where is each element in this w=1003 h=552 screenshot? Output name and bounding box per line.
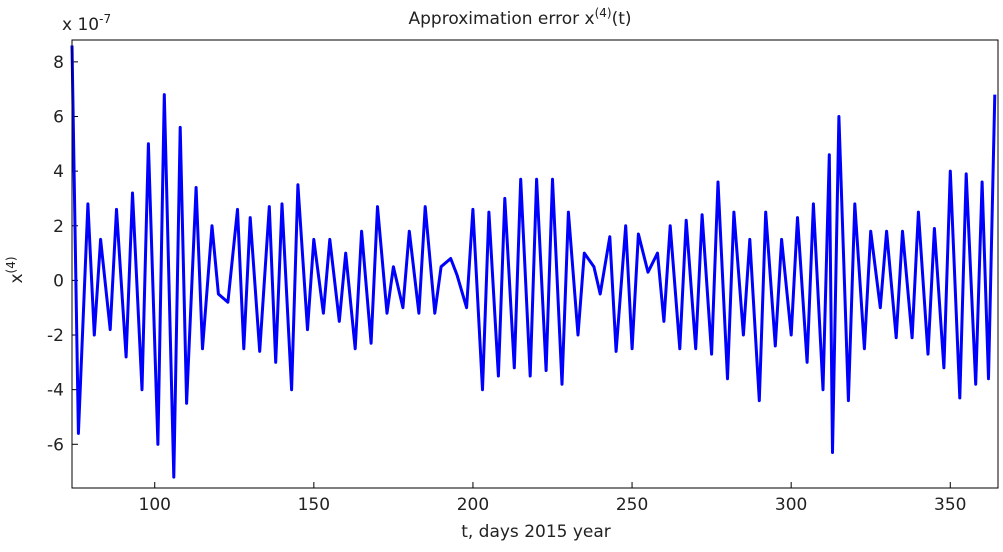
x-tick-label: 300 [775,495,807,515]
y-tick-label: 0 [53,271,64,291]
x-tick-label: 350 [934,495,966,515]
multiplier-text: x 10 [62,15,99,35]
y-tick-label: 8 [53,53,64,73]
y-tick-label: 4 [53,162,64,182]
title-end: (t) [612,9,632,29]
y-multiplier: x 10-7 [62,12,111,35]
y-axis-label: x(4) [4,256,27,283]
data-line [70,45,997,479]
x-tick-label: 150 [298,495,330,515]
y-tick-label: -2 [47,326,64,346]
title-sup: (4) [595,6,612,20]
y-tick-label: -4 [47,381,64,401]
ylabel-sup: (4) [4,256,18,273]
x-axis-label: t, days 2015 year [461,522,611,542]
y-tick-label: -6 [47,435,64,455]
y-tick-label: 2 [53,217,64,237]
plot-area: 100 150 200 250 300 350 -6 -4 -2 0 2 4 6 8 [47,45,997,515]
chart-title: Approximation error x(4)(t) [409,6,632,29]
x-tick-label: 250 [616,495,648,515]
y-tick-label: 6 [53,107,64,127]
x-tick-label: 200 [457,495,489,515]
multiplier-sup: -7 [99,12,111,26]
x-tick-label: 100 [139,495,171,515]
ylabel-text: x [7,273,27,283]
axes-frame [71,39,999,489]
title-text: Approximation error x [409,9,595,29]
